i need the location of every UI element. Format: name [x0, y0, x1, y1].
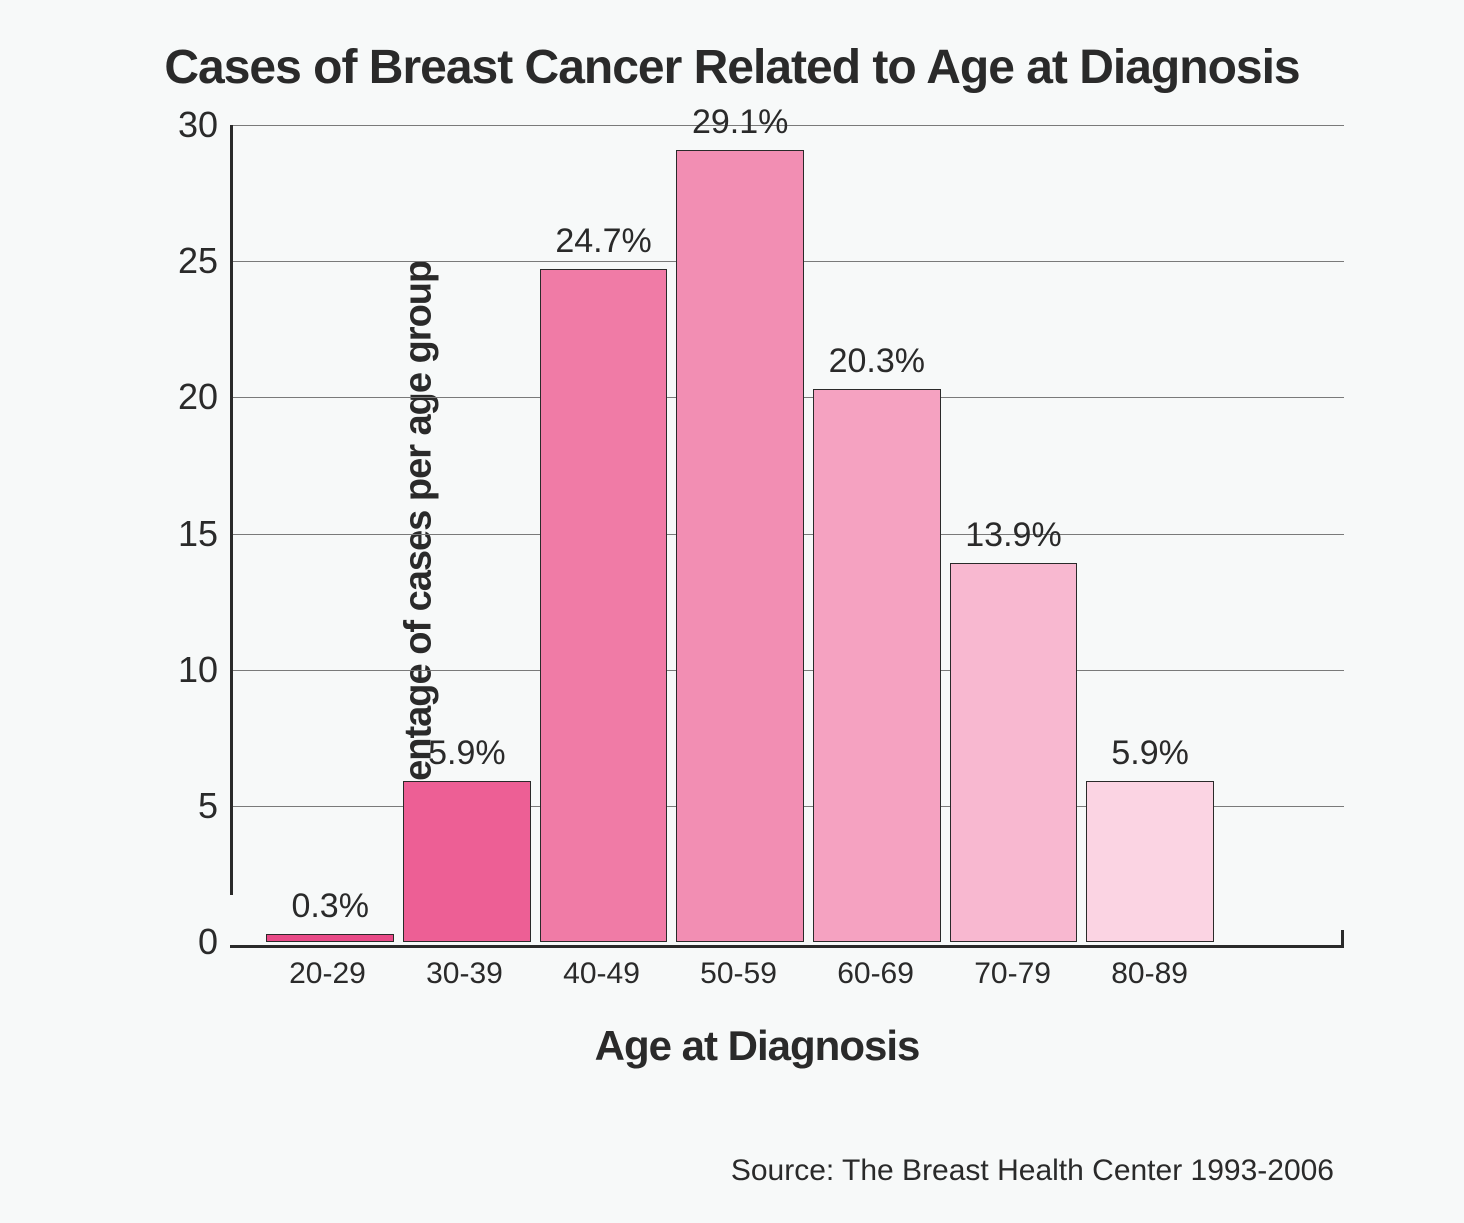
x-tick-label: 30-39 — [426, 957, 503, 991]
y-tick-label: 5 — [198, 785, 218, 827]
bar — [403, 781, 531, 942]
y-axis: 051015202530 — [170, 125, 230, 945]
bar-value-label: 5.9% — [1111, 734, 1189, 773]
bars-area: 0.3%5.9%24.7%29.1%20.3%13.9%5.9% — [233, 125, 1344, 942]
x-tick-label: 70-79 — [974, 957, 1051, 991]
bar — [1086, 781, 1214, 942]
chart-container: Cases of Breast Cancer Related to Age at… — [0, 0, 1464, 1223]
x-tick-label: 50-59 — [700, 957, 777, 991]
bar — [676, 150, 804, 942]
bar — [266, 934, 394, 942]
x-axis: 20-29 30-39 40-49 50-59 60-69 70-79 80-89 — [230, 945, 1344, 995]
y-tick-label: 0 — [198, 921, 218, 963]
y-tick-label: 20 — [178, 376, 218, 418]
bar-value-label: 5.9% — [428, 734, 506, 773]
y-tick-label: 25 — [178, 240, 218, 282]
x-tick-label: 40-49 — [563, 957, 640, 991]
gridline — [233, 125, 1344, 126]
x-tick-label: 20-29 — [289, 957, 366, 991]
bar-value-label: 13.9% — [965, 516, 1061, 555]
x-tick-label: 60-69 — [837, 957, 914, 991]
bar-value-label: 24.7% — [555, 222, 651, 261]
bar-value-label: 29.1% — [692, 103, 788, 142]
bar — [950, 563, 1078, 942]
bar-value-label: 0.3% — [291, 887, 369, 926]
y-tick-label: 30 — [178, 104, 218, 146]
bar-value-label: 20.3% — [829, 342, 925, 381]
plot-area: Percentage of cases per age group 051015… — [170, 125, 1344, 995]
chart-title: Cases of Breast Cancer Related to Age at… — [60, 40, 1404, 95]
y-tick-label: 15 — [178, 513, 218, 555]
bar — [540, 269, 668, 942]
y-tick-label: 10 — [178, 649, 218, 691]
bar — [813, 389, 941, 942]
source-text: Source: The Breast Health Center 1993-20… — [731, 1154, 1334, 1188]
x-tick-label: 80-89 — [1111, 957, 1188, 991]
x-axis-label: Age at Diagnosis — [595, 1022, 920, 1070]
x-axis-end-tick — [1341, 930, 1344, 948]
x-axis-line — [230, 945, 1344, 948]
